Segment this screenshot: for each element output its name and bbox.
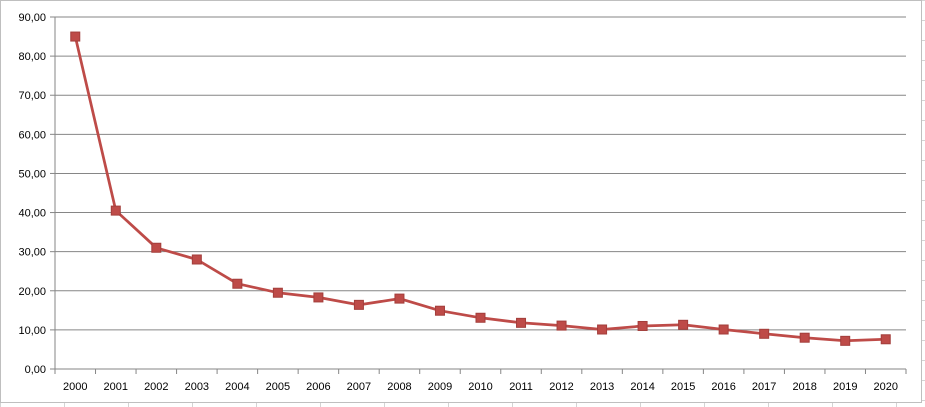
x-tick-label: 2002	[144, 381, 168, 393]
x-tick-label: 2005	[266, 381, 290, 393]
data-point-marker[interactable]	[597, 324, 608, 335]
x-tick-label: 2014	[630, 381, 654, 393]
data-point-marker[interactable]	[516, 317, 527, 328]
data-point-marker[interactable]	[353, 299, 364, 310]
data-point-marker[interactable]	[718, 324, 729, 335]
data-point-marker[interactable]	[799, 332, 810, 343]
data-point-marker[interactable]	[678, 319, 689, 330]
data-point-marker[interactable]	[272, 287, 283, 298]
x-tick-label: 2008	[387, 381, 411, 393]
x-tick-label: 2010	[468, 381, 492, 393]
data-point-marker[interactable]	[70, 31, 81, 42]
x-tick-label: 2013	[590, 381, 614, 393]
data-point-marker[interactable]	[191, 254, 202, 265]
y-tick-label: 80,00	[18, 51, 46, 63]
x-tick-label: 2009	[428, 381, 452, 393]
y-tick-label: 20,00	[18, 286, 46, 298]
x-tick-label: 2003	[185, 381, 209, 393]
x-tick-label: 2011	[509, 381, 533, 393]
x-tick-label: 2004	[225, 381, 249, 393]
data-point-marker[interactable]	[151, 242, 162, 253]
x-tick-label: 2017	[752, 381, 776, 393]
x-tick-label: 2020	[873, 381, 897, 393]
data-point-marker[interactable]	[637, 320, 648, 331]
data-point-marker[interactable]	[475, 312, 486, 323]
x-tick-label: 2018	[792, 381, 816, 393]
y-tick-label: 90,00	[18, 12, 46, 24]
x-tick-label: 2012	[549, 381, 573, 393]
x-tick-label: 2019	[833, 381, 857, 393]
x-tick-label: 2000	[63, 381, 87, 393]
data-point-marker[interactable]	[394, 293, 405, 304]
y-tick-label: 10,00	[18, 325, 46, 337]
y-tick-label: 0,00	[25, 364, 46, 376]
x-tick-label: 2015	[671, 381, 695, 393]
data-point-marker[interactable]	[110, 205, 121, 216]
y-tick-label: 70,00	[18, 90, 46, 102]
y-tick-label: 60,00	[18, 129, 46, 141]
x-tick-label: 2001	[104, 381, 128, 393]
line-chart: 0,00 10,00 20,00 30,00 40,00 50,00 60,00 70,00 8…	[18, 12, 907, 393]
x-tick-label: 2016	[711, 381, 735, 393]
series-line	[73, 36, 886, 343]
y-tick-label: 50,00	[18, 168, 46, 180]
x-axis: 2000 2001 2002 2003 2004 2005 2006 2007 2008 2009…	[54, 17, 907, 393]
series-line-path	[73, 36, 886, 343]
data-point-marker[interactable]	[759, 328, 770, 339]
x-tick-label: 2007	[347, 381, 371, 393]
y-axis-tick-labels: 0,00 10,00 20,00 30,00 40,00 50,00 60,00 70,00 8…	[18, 12, 46, 376]
x-tick-label: 2006	[306, 381, 330, 393]
data-point-marker[interactable]	[313, 292, 324, 303]
series-markers	[70, 31, 891, 346]
gridlines	[50, 16, 906, 370]
y-tick-label: 40,00	[18, 208, 46, 220]
data-point-marker[interactable]	[434, 305, 445, 316]
data-point-marker[interactable]	[880, 334, 891, 345]
data-point-marker[interactable]	[840, 335, 851, 346]
y-tick-label: 30,00	[18, 247, 46, 259]
data-point-marker[interactable]	[232, 278, 243, 289]
data-point-marker[interactable]	[556, 320, 567, 331]
